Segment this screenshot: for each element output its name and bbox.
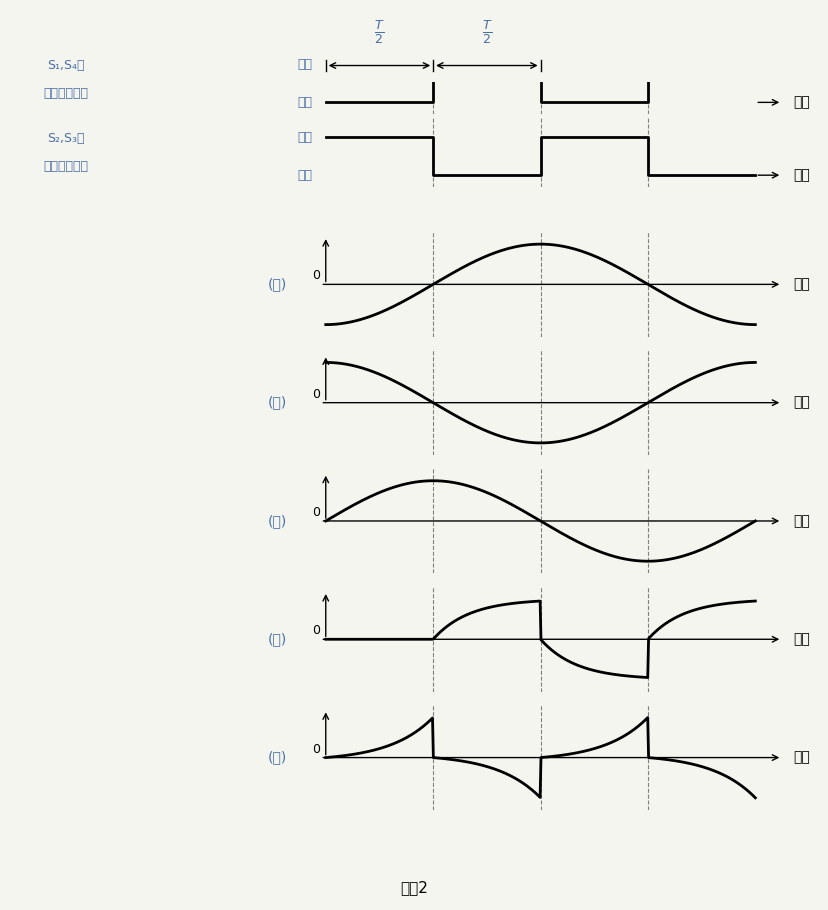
Text: S₁,S₄の: S₁,S₄の (47, 59, 85, 73)
Text: オフ: オフ (297, 168, 312, 182)
Text: オフ: オフ (297, 96, 312, 109)
Text: 図　2: 図 2 (400, 880, 428, 895)
Text: オン: オン (297, 58, 312, 71)
Text: 時間: 時間 (792, 96, 809, 109)
Text: 0: 0 (312, 624, 320, 637)
Text: 時間: 時間 (792, 751, 809, 764)
Text: 0: 0 (312, 269, 320, 282)
Text: 0: 0 (312, 388, 320, 400)
Text: (ウ): (ウ) (267, 514, 286, 528)
Text: 時間: 時間 (792, 168, 809, 182)
Text: オンオフ信号: オンオフ信号 (44, 159, 89, 173)
Text: 時間: 時間 (792, 632, 809, 646)
Text: $\frac{T}{2}$: $\frac{T}{2}$ (481, 18, 492, 46)
Text: オンオフ信号: オンオフ信号 (44, 86, 89, 100)
Text: (オ): (オ) (267, 751, 286, 764)
Text: 時間: 時間 (792, 514, 809, 528)
Text: 0: 0 (312, 506, 320, 519)
Text: (エ): (エ) (267, 632, 286, 646)
Text: (イ): (イ) (267, 396, 286, 410)
Text: オン: オン (297, 131, 312, 144)
Text: 時間: 時間 (792, 278, 809, 291)
Text: 0: 0 (312, 743, 320, 755)
Text: (ア): (ア) (267, 278, 286, 291)
Text: 時間: 時間 (792, 396, 809, 410)
Text: $\frac{T}{2}$: $\frac{T}{2}$ (373, 18, 384, 46)
Text: S₂,S₃の: S₂,S₃の (47, 132, 85, 146)
